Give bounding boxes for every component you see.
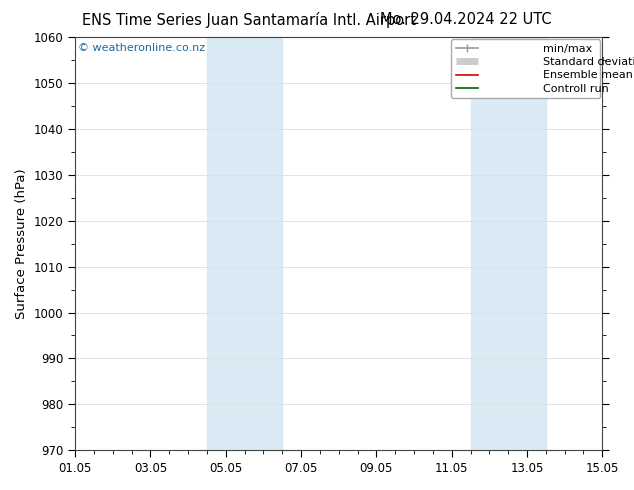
Bar	[207, 37, 282, 450]
Text: Mo. 29.04.2024 22 UTC: Mo. 29.04.2024 22 UTC	[380, 12, 552, 27]
Text: © weatheronline.co.nz: © weatheronline.co.nz	[78, 43, 205, 53]
Bar	[470, 37, 546, 450]
Y-axis label: Surface Pressure (hPa): Surface Pressure (hPa)	[15, 169, 28, 319]
Legend: min/max, Standard deviation, Ensemble mean run, Controll run: min/max, Standard deviation, Ensemble me…	[451, 39, 600, 98]
Text: ENS Time Series Juan Santamaría Intl. Airport: ENS Time Series Juan Santamaría Intl. Ai…	[82, 12, 417, 28]
